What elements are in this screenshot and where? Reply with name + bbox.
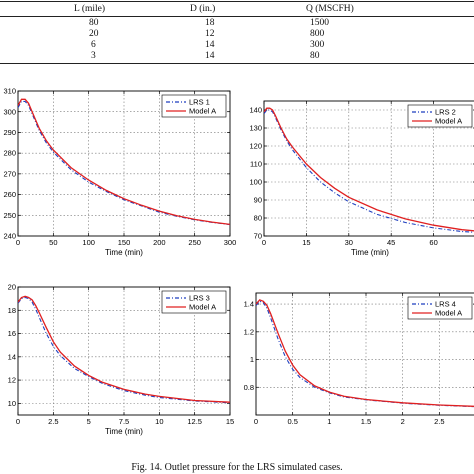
x-tick-label: 1.5	[361, 417, 371, 426]
y-tick-label: 70	[254, 232, 262, 241]
series-line-model-a	[256, 299, 474, 407]
y-tick-label: 80	[254, 214, 262, 223]
table-cell: 300	[310, 40, 325, 50]
y-tick-label: 20	[8, 283, 16, 292]
x-tick-label: 12.5	[187, 417, 202, 426]
y-tick-label: 280	[3, 149, 16, 158]
table-bottom-rule	[0, 63, 474, 64]
legend-label: Model A	[189, 107, 216, 116]
y-tick-label: 120	[249, 142, 262, 151]
x-tick-label: 200	[153, 238, 166, 247]
table-cell: 12	[205, 29, 215, 39]
y-tick-label: 12	[8, 376, 16, 385]
y-tick-label: 130	[249, 124, 262, 133]
y-tick-label: 310	[3, 87, 16, 96]
x-axis-label: Time (min)	[105, 248, 143, 257]
y-tick-label: 100	[249, 178, 262, 187]
table-cell: 14	[205, 51, 215, 61]
legend-label: LRS 3	[189, 294, 210, 303]
x-axis-label: Time (min)	[351, 248, 389, 257]
x-tick-label: 150	[118, 238, 131, 247]
x-tick-label: 50	[49, 238, 57, 247]
x-tick-label: 10	[155, 417, 163, 426]
y-tick-label: 18	[8, 306, 16, 315]
table-cell: 20	[89, 29, 99, 39]
y-tick-label: 140	[249, 106, 262, 115]
y-tick-label: 16	[8, 329, 16, 338]
series-line-model-a	[18, 98, 230, 226]
y-tick-label: 90	[254, 196, 262, 205]
legend-label: Model A	[435, 309, 462, 318]
figure-caption: Fig. 14. Outlet pressure for the LRS sim…	[131, 462, 343, 473]
y-tick-label: 0.8	[244, 383, 254, 392]
legend-label: LRS 1	[189, 98, 210, 107]
table-top-rule	[0, 1, 474, 2]
x-tick-label: 100	[82, 238, 95, 247]
table-cell: 18	[205, 18, 215, 28]
x-tick-label: 2	[401, 417, 405, 426]
y-tick-label: 14	[8, 352, 16, 361]
series-line-model-a	[264, 107, 474, 232]
x-tick-label: 5	[87, 417, 91, 426]
table-cell: 80	[89, 18, 99, 28]
x-tick-label: 2.5	[48, 417, 58, 426]
x-tick-label: 2.5	[434, 417, 444, 426]
table-cell: 80	[310, 51, 320, 61]
x-tick-label: 0	[16, 238, 20, 247]
y-tick-label: 1.4	[244, 300, 254, 309]
series-line-lrs	[264, 109, 474, 233]
table-cell: 3	[91, 51, 96, 61]
y-tick-label: 240	[3, 232, 16, 241]
y-tick-label: 110	[250, 160, 262, 169]
legend-label: Model A	[189, 303, 216, 312]
plot-frame	[263, 100, 474, 237]
x-tick-label: 300	[224, 238, 237, 247]
y-tick-label: 260	[3, 190, 16, 199]
x-tick-label: 15	[226, 417, 234, 426]
x-tick-label: 250	[188, 238, 201, 247]
table-cell: 14	[205, 40, 215, 50]
x-tick-label: 1	[327, 417, 331, 426]
series-line-lrs	[18, 296, 230, 404]
table-header-diameter: D (in.)	[190, 4, 216, 14]
y-tick-label: 290	[3, 128, 16, 137]
x-tick-label: 0	[16, 417, 20, 426]
series-line-model-a	[18, 295, 230, 403]
table-cell: 6	[91, 40, 96, 50]
y-tick-label: 1	[250, 355, 254, 364]
y-tick-label: 250	[3, 211, 16, 220]
table-cell: 1500	[310, 18, 329, 28]
table-header-rule	[0, 16, 474, 17]
legend-label: LRS 2	[435, 108, 456, 117]
y-tick-label: 1.2	[244, 327, 254, 336]
table-cell: 800	[310, 29, 325, 39]
x-tick-label: 30	[345, 238, 353, 247]
table-header-length: L (mile)	[74, 4, 106, 14]
x-tick-label: 15	[302, 238, 310, 247]
y-tick-label: 270	[3, 169, 16, 178]
x-tick-label: 0	[262, 238, 266, 247]
legend-label: Model A	[435, 117, 462, 126]
y-tick-label: 10	[8, 399, 16, 408]
y-tick-label: 300	[3, 107, 16, 116]
x-tick-label: 0	[254, 417, 258, 426]
table-header-flow: Q (MSCFH)	[306, 4, 354, 14]
x-tick-label: 0.5	[287, 417, 297, 426]
x-axis-label: Time (min)	[105, 427, 143, 436]
x-tick-label: 7.5	[119, 417, 129, 426]
x-tick-label: 45	[387, 238, 395, 247]
x-tick-label: 60	[429, 238, 437, 247]
legend-label: LRS 4	[435, 300, 456, 309]
